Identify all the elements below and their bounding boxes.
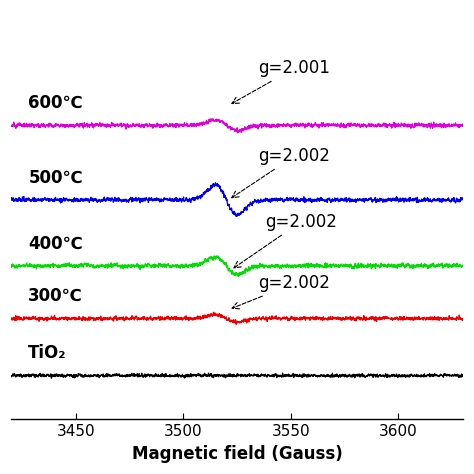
X-axis label: Magnetic field (Gauss): Magnetic field (Gauss) [132,445,342,463]
Text: g=2.002: g=2.002 [234,213,337,268]
Text: 400℃: 400℃ [28,235,83,253]
Text: 600℃: 600℃ [28,94,83,112]
Text: g=2.002: g=2.002 [232,147,330,198]
Text: g=2.002: g=2.002 [232,274,330,309]
Text: 300℃: 300℃ [28,287,83,305]
Text: g=2.001: g=2.001 [232,59,330,103]
Text: 500℃: 500℃ [28,169,83,187]
Text: TiO₂: TiO₂ [28,345,67,363]
